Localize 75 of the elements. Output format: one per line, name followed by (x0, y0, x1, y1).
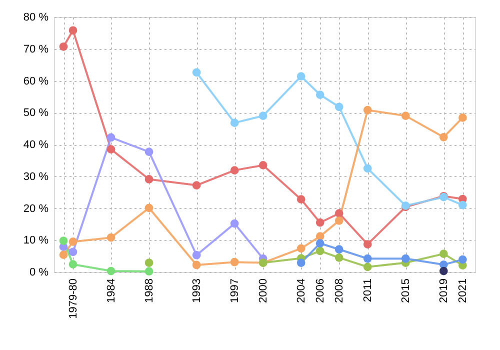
point (59, 250, 68, 259)
point (296, 195, 306, 204)
point (316, 218, 324, 227)
point (439, 250, 448, 258)
point (316, 90, 324, 99)
point (192, 250, 201, 260)
x-tick-label: 2021 (457, 278, 470, 303)
y-tick-label: 20 % (23, 202, 49, 215)
point (334, 216, 344, 225)
y-tick-label: 40 % (23, 139, 49, 151)
point (192, 260, 201, 270)
x-tick-label: 1988 (144, 278, 156, 303)
point (334, 209, 344, 218)
y-tick-label: 10 % (23, 234, 49, 247)
point (230, 166, 239, 174)
x-tick-label: 2011 (362, 278, 374, 302)
point (144, 204, 154, 212)
point (68, 248, 78, 256)
point (59, 236, 68, 245)
point (458, 114, 467, 122)
point (363, 164, 372, 173)
y-tick-label: 50 % (23, 107, 49, 120)
point (363, 262, 372, 272)
point (192, 181, 201, 190)
y-tick-label: 0 % (30, 266, 49, 278)
point (439, 266, 448, 276)
point (334, 253, 344, 262)
point (334, 245, 344, 254)
point (316, 232, 324, 240)
point (363, 254, 372, 263)
point (401, 254, 410, 263)
x-tick-label: 2015 (400, 278, 412, 303)
point (106, 133, 116, 142)
point (230, 219, 239, 228)
point (296, 258, 306, 267)
point (68, 26, 78, 35)
x-tick-label: 2008 (334, 278, 346, 303)
point (334, 102, 344, 112)
point (363, 240, 372, 248)
point (106, 145, 116, 154)
point (296, 72, 306, 80)
point (230, 258, 239, 266)
x-tick-label: 2004 (296, 278, 308, 303)
point (458, 255, 467, 264)
point (144, 258, 154, 267)
point (230, 118, 239, 127)
point (106, 233, 116, 242)
point (316, 239, 324, 248)
x-tick-label: 1993 (191, 278, 204, 303)
point (458, 200, 467, 210)
point (144, 148, 154, 156)
y-tick-label: 30 % (23, 170, 49, 183)
x-tick-label: 1979-80 (68, 278, 80, 319)
point (59, 42, 68, 51)
point (258, 161, 268, 170)
point (106, 266, 116, 276)
x-tick-label: 2019 (438, 278, 450, 303)
point (296, 244, 306, 253)
x-tick-label: 2006 (314, 278, 327, 303)
point (144, 267, 154, 276)
point (316, 246, 324, 256)
point (68, 260, 78, 269)
point (192, 68, 201, 77)
x-tick-label: 1997 (229, 278, 242, 303)
point (144, 175, 154, 184)
y-tick-label: 70 % (23, 43, 49, 56)
y-tick-label: 80 % (23, 12, 49, 24)
point (439, 132, 448, 142)
y-tick-label: 60 % (23, 75, 49, 88)
x-tick-label: 1984 (106, 278, 118, 303)
point (68, 238, 78, 246)
x-tick-label: 2000 (258, 278, 270, 303)
point (258, 112, 268, 120)
point (363, 106, 372, 114)
point (401, 112, 410, 120)
